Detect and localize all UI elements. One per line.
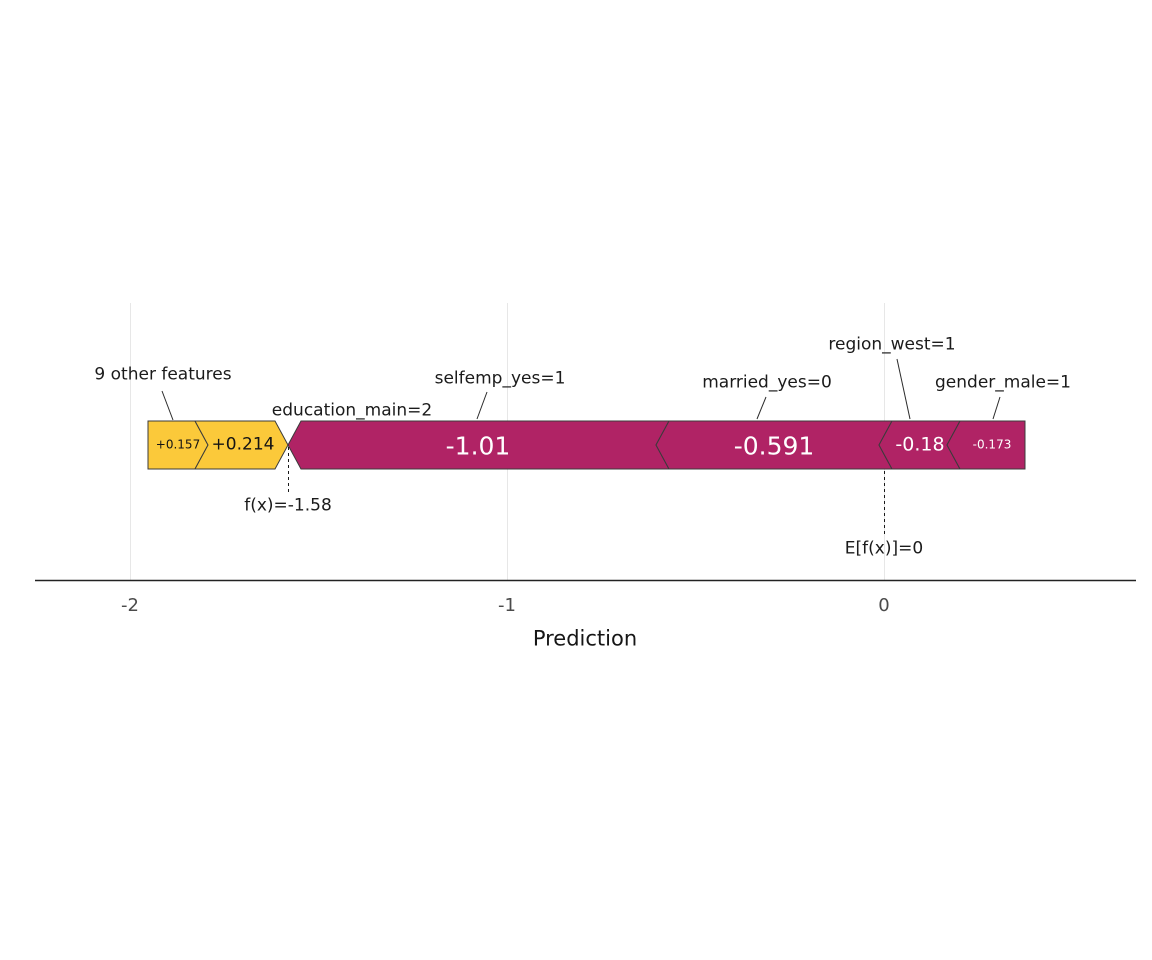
x-tick-zero: 0 <box>878 595 890 617</box>
baseline-label: E[f(x)]=0 <box>844 538 924 559</box>
leader-line-region-west <box>896 358 911 420</box>
feature-label-region-west: region_west=1 <box>828 334 956 355</box>
feature-label-selfemp-yes: selfemp_yes=1 <box>434 368 566 389</box>
x-tick-neg2: -2 <box>121 595 139 617</box>
feature-label-other-features: 9 other features <box>94 364 232 385</box>
shap-value-gender-male: -0.173 <box>972 437 1012 452</box>
feature-label-gender-male: gender_male=1 <box>935 372 1071 393</box>
shap-value-married-yes: -0.591 <box>733 431 815 461</box>
leader-line-other-features <box>161 390 174 421</box>
x-axis-title: Prediction <box>532 626 638 651</box>
feature-label-education-main: education_main=2 <box>271 400 433 421</box>
shap-value-other-features: +0.157 <box>155 437 201 452</box>
shap-value-selfemp-yes: -1.01 <box>445 431 511 461</box>
prediction-label: f(x)=-1.58 <box>244 495 332 516</box>
leader-line-selfemp-yes <box>476 391 488 420</box>
feature-label-married-yes: married_yes=0 <box>702 372 832 393</box>
shap-value-education-main: +0.214 <box>211 434 275 455</box>
feature-arrow-gender-male <box>946 420 1026 470</box>
x-tick-neg1: -1 <box>498 595 516 617</box>
leader-line-gender-male <box>992 396 1001 420</box>
feature-arrow-education-main <box>194 420 289 470</box>
leader-line-married-yes <box>756 396 767 420</box>
shap-value-region-west: -0.18 <box>895 433 945 456</box>
